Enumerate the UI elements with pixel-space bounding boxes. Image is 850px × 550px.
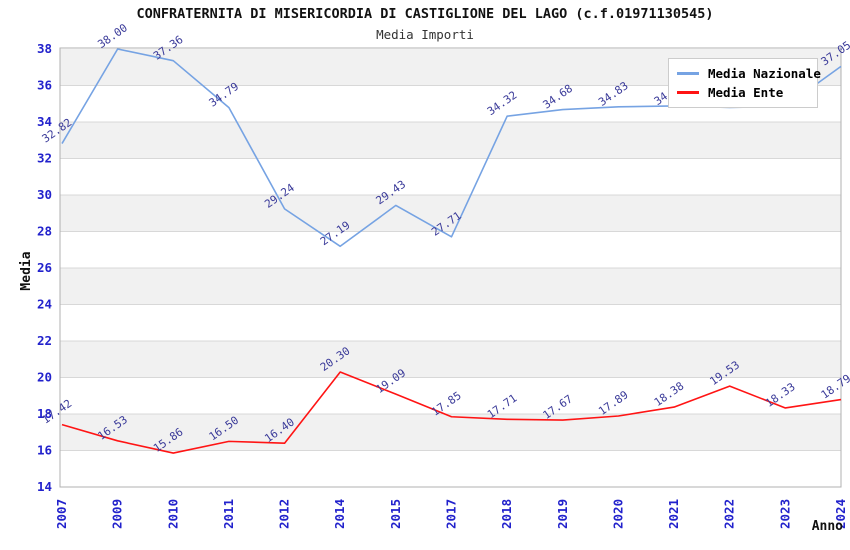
y-tick-label: 14 [37,479,52,494]
background-band [60,268,841,305]
y-tick-label: 20 [37,370,52,385]
series-line-media-ente [61,371,842,454]
background-band [60,304,841,341]
chart-title: CONFRATERNITA DI MISERICORDIA DI CASTIGL… [136,6,714,22]
x-tick-label: 2012 [277,499,292,529]
y-tick-label: 32 [37,151,52,166]
y-tick-label: 26 [37,260,52,275]
point-value-label: 38.00 [95,21,130,51]
chart-subtitle: Media Importi [376,27,474,42]
x-tick-label: 2011 [221,499,236,529]
x-tick-label: 2014 [332,499,347,529]
x-tick-label: 2019 [555,499,570,529]
background-band [60,450,841,487]
background-band [60,341,841,378]
media-ente-line-swatch [677,91,699,94]
x-tick-label: 2018 [499,499,514,529]
y-tick-label: 18 [37,406,52,421]
x-tick-label: 2015 [388,499,403,529]
legend-label: Media Nazionale [708,66,821,81]
y-tick-label: 24 [37,297,52,312]
background-band [60,414,841,451]
background-band [60,377,841,414]
x-tick-label: 2022 [722,499,737,529]
x-tick-label: 2024 [833,499,848,529]
background-band [60,231,841,268]
plot-border [59,47,842,488]
x-tick-label: 2021 [666,499,681,529]
y-tick-label: 16 [37,443,52,458]
legend-entry-media-ente: Media Ente [677,83,809,102]
x-tick-label: 2020 [610,499,625,529]
x-tick-label: 2009 [110,499,125,529]
y-tick-label: 34 [37,114,52,129]
legend-box: Media Nazionale Media Ente [668,58,821,108]
x-tick-label: 2023 [777,499,792,529]
y-tick-label: 30 [37,187,52,202]
y-tick-label: 28 [37,224,52,239]
x-axis-title: Anno [812,519,843,534]
x-tick-label: 2010 [165,499,180,529]
legend-label: Media Ente [708,85,784,100]
y-axis-title: Media [19,251,34,290]
x-tick-label: 2007 [54,499,69,529]
y-tick-label: 22 [37,333,52,348]
background-band [60,122,841,159]
background-band [60,158,841,195]
legend-entry-media-nazionale: Media Nazionale [677,64,821,83]
y-tick-label: 36 [37,78,52,93]
background-band [60,195,841,232]
media-nazionale-line-swatch [677,72,699,75]
x-tick-label: 2017 [444,499,459,529]
y-tick-label: 38 [37,41,52,56]
